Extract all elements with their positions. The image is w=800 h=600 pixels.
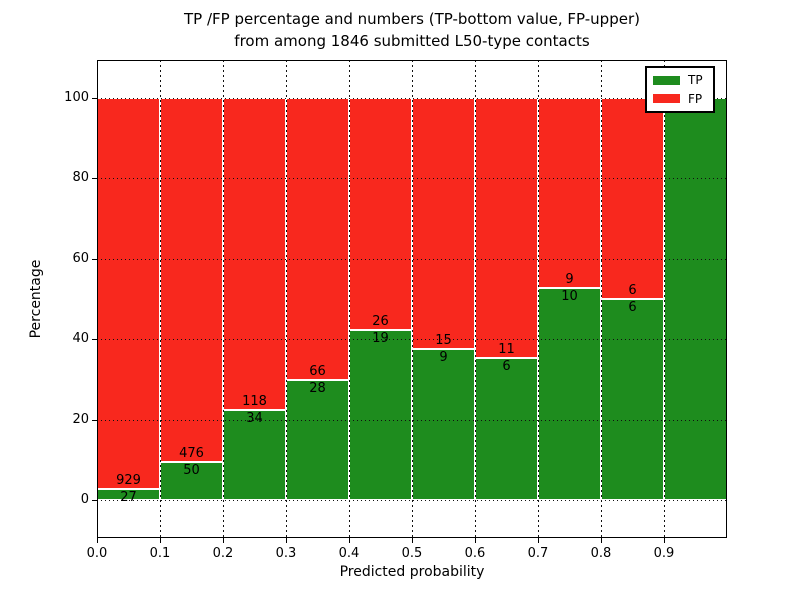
- y-tick-mark: [92, 499, 97, 501]
- chart-title: TP /FP percentage and numbers (TP-bottom…: [97, 8, 727, 52]
- gridline-vertical: [475, 60, 476, 538]
- gridline-vertical: [412, 60, 413, 538]
- tp-count-label: 9: [439, 350, 448, 366]
- fp-count-label: 15: [435, 333, 452, 349]
- x-tick-label: 0.9: [653, 546, 675, 561]
- y-tick-mark: [92, 419, 97, 421]
- tp-count-label: 6: [628, 300, 637, 315]
- x-tick-label: 0.0: [86, 546, 108, 561]
- gridline-horizontal: [97, 339, 727, 341]
- bar-fp-segment: [286, 98, 349, 381]
- legend-label-tp: TP: [688, 73, 703, 88]
- gridline-vertical: [223, 60, 224, 538]
- x-tick-mark: [349, 538, 350, 543]
- bar-fp-segment: [475, 98, 538, 359]
- bar-tp-segment: [349, 330, 412, 500]
- x-tick-mark: [601, 538, 602, 543]
- tp-count-label: 19: [372, 331, 389, 347]
- y-tick-label: 100: [64, 90, 89, 106]
- legend-swatch-fp: [653, 94, 680, 104]
- tp-count-label: 6: [502, 359, 511, 375]
- fp-count-label: 476: [179, 445, 204, 461]
- gridline-horizontal: [97, 178, 727, 180]
- x-tick-label: 0.4: [338, 546, 360, 561]
- tp-count-label: 28: [309, 381, 326, 397]
- tp-count-label: 10: [561, 289, 578, 305]
- bar-tp-segment: [412, 349, 475, 500]
- tp-count-label: 34: [246, 410, 263, 426]
- x-tick-label: 0.5: [401, 546, 423, 561]
- x-tick-mark: [664, 538, 665, 543]
- y-tick-mark: [92, 98, 97, 100]
- bar-tp-segment: [223, 409, 286, 500]
- fp-count-label: 26: [372, 314, 389, 330]
- x-tick-label: 0.2: [212, 546, 234, 561]
- gridline-vertical: [664, 60, 665, 538]
- fp-count-label: 6: [628, 283, 637, 298]
- x-tick-mark: [160, 538, 161, 543]
- x-tick-label: 0.3: [275, 546, 297, 561]
- bar-tp-segment: [286, 380, 349, 500]
- fp-count-label: 9: [565, 272, 574, 288]
- gridline-vertical: [538, 60, 539, 538]
- y-tick-label: 20: [72, 411, 89, 427]
- y-tick-label: 40: [72, 331, 89, 347]
- bar-fp-segment: [538, 98, 601, 289]
- gridline-horizontal: [97, 98, 727, 100]
- y-tick-label: 0: [80, 491, 89, 507]
- fp-count-label: 118: [242, 393, 267, 409]
- plot-area: 929274765011834662826191591169106610.00.…: [64, 60, 727, 561]
- y-tick-label: 60: [72, 250, 89, 266]
- tp-count-label: 27: [120, 489, 137, 505]
- gridline-horizontal: [97, 258, 727, 260]
- y-tick-mark: [92, 339, 97, 341]
- bar-fp-segment: [160, 98, 223, 462]
- y-tick-mark: [92, 258, 97, 260]
- bar-fp-segment: [97, 98, 160, 489]
- bar-tp-segment: [160, 461, 223, 500]
- legend-swatch-tp: [653, 75, 680, 85]
- x-tick-label: 0.6: [464, 546, 486, 561]
- bar-tp-segment: [475, 358, 538, 500]
- x-tick-mark: [475, 538, 476, 543]
- chart-title-line1: TP /FP percentage and numbers (TP-bottom…: [184, 10, 640, 28]
- y-tick-mark: [92, 178, 97, 180]
- fp-count-label: 11: [498, 342, 515, 358]
- x-tick-label: 0.7: [527, 546, 549, 561]
- bar-fp-segment: [412, 98, 475, 350]
- gridline-vertical: [601, 60, 602, 538]
- chart-title-line2: from among 1846 submitted L50-type conta…: [234, 32, 590, 50]
- x-tick-mark: [286, 538, 287, 543]
- bar-fp-segment: [601, 98, 664, 299]
- x-tick-mark: [223, 538, 224, 543]
- legend-item-tp: TP: [653, 74, 707, 86]
- y-tick-label: 80: [72, 170, 89, 186]
- x-tick-mark: [538, 538, 539, 543]
- x-tick-label: 0.8: [590, 546, 612, 561]
- gridline-vertical: [349, 60, 350, 538]
- gridline-vertical: [160, 60, 161, 538]
- bar-fp-segment: [349, 98, 412, 331]
- x-tick-mark: [97, 538, 98, 543]
- legend-item-fp: FP: [653, 93, 707, 105]
- bar-tp-segment: [601, 299, 664, 500]
- y-axis-label: Percentage: [28, 259, 44, 339]
- bar-tp-segment: [664, 98, 727, 500]
- x-tick-mark: [412, 538, 413, 543]
- gridline-horizontal: [97, 499, 727, 501]
- fp-count-label: 929: [116, 472, 141, 488]
- bar-fp-segment: [223, 98, 286, 410]
- bar-tp-segment: [538, 288, 601, 500]
- gridline-vertical: [286, 60, 287, 538]
- gridline-horizontal: [97, 419, 727, 421]
- tp-count-label: 50: [183, 462, 200, 478]
- fp-count-label: 66: [309, 364, 326, 380]
- legend-label-fp: FP: [688, 91, 703, 106]
- x-tick-label: 0.1: [149, 546, 171, 561]
- legend: TP FP: [645, 66, 715, 113]
- x-axis-label: Predicted probability: [339, 564, 485, 580]
